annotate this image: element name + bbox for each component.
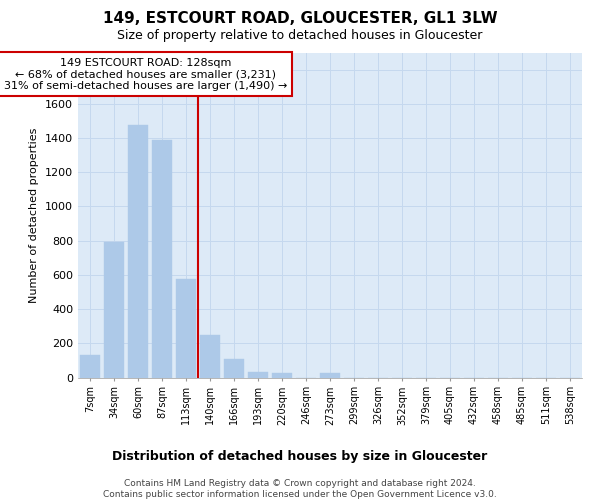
Bar [80, 356, 100, 378]
Bar [224, 358, 244, 378]
Text: Distribution of detached houses by size in Gloucester: Distribution of detached houses by size … [112, 450, 488, 463]
Bar [176, 279, 196, 378]
Bar [104, 242, 124, 378]
Bar [248, 372, 268, 378]
Bar [320, 373, 340, 378]
Bar [272, 373, 292, 378]
Bar [128, 125, 148, 378]
Bar [152, 140, 172, 378]
Text: Contains public sector information licensed under the Open Government Licence v3: Contains public sector information licen… [103, 490, 497, 499]
Text: 149 ESTCOURT ROAD: 128sqm
← 68% of detached houses are smaller (3,231)
31% of se: 149 ESTCOURT ROAD: 128sqm ← 68% of detac… [4, 58, 287, 91]
Text: Size of property relative to detached houses in Gloucester: Size of property relative to detached ho… [118, 29, 482, 42]
Text: Contains HM Land Registry data © Crown copyright and database right 2024.: Contains HM Land Registry data © Crown c… [124, 479, 476, 488]
Text: 149, ESTCOURT ROAD, GLOUCESTER, GL1 3LW: 149, ESTCOURT ROAD, GLOUCESTER, GL1 3LW [103, 11, 497, 26]
Y-axis label: Number of detached properties: Number of detached properties [29, 128, 40, 302]
Bar [200, 334, 220, 378]
